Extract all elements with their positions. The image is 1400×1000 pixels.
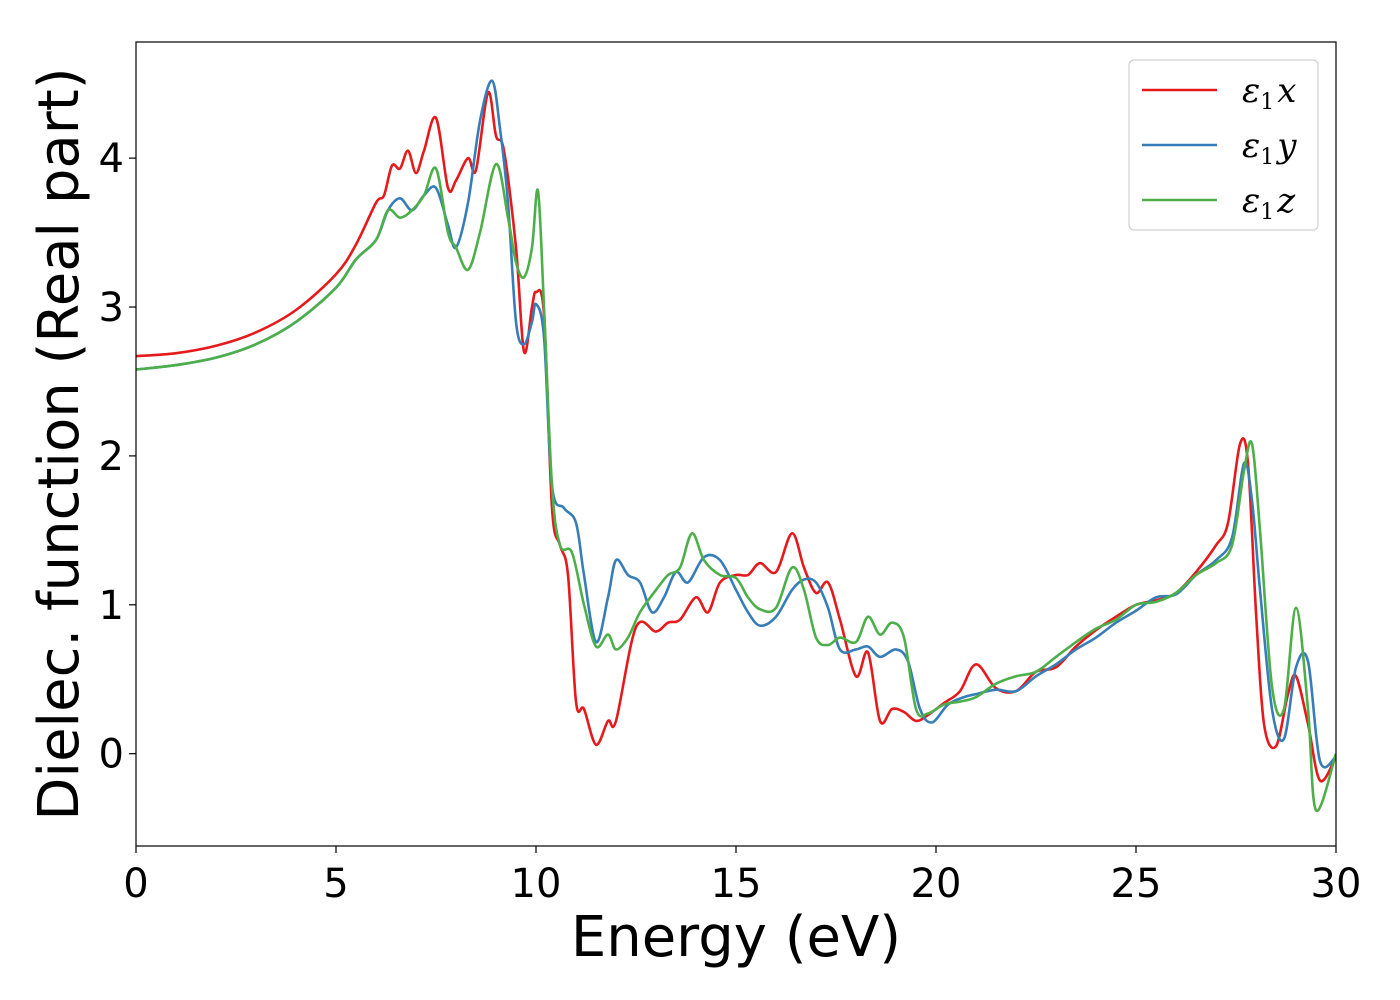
legend-variable: y (1275, 126, 1297, 166)
y-tick-label: 4 (99, 136, 124, 182)
legend-symbol: ε (1242, 71, 1260, 111)
x-axis-title: Energy (eV) (571, 905, 901, 970)
y-tick-label: 0 (99, 732, 124, 778)
legend-symbol: ε (1242, 181, 1260, 221)
x-tick-label: 0 (123, 861, 148, 907)
x-tick-label: 15 (711, 861, 762, 907)
x-tick-label: 10 (511, 861, 562, 907)
legend-box (1128, 59, 1319, 231)
legend-subscript: 1 (1260, 145, 1274, 170)
y-tick-label: 3 (99, 285, 124, 331)
legend-variable: x (1277, 71, 1296, 111)
legend-symbol: ε (1242, 126, 1260, 166)
legend-label-z: ε1z (1242, 181, 1296, 225)
x-tick-label: 25 (1111, 861, 1162, 907)
legend-subscript: 1 (1260, 200, 1274, 225)
series-line-z (136, 162, 1336, 812)
x-tick-label: 5 (323, 861, 348, 907)
y-axis-title: Dielec. function (Real part) (27, 67, 92, 820)
x-tick-label: 30 (1311, 861, 1362, 907)
axes: 0 5 10 15 20 25 30 0 1 2 3 4 (99, 41, 1362, 907)
x-tick-label: 20 (911, 861, 962, 907)
plot-area (136, 79, 1336, 812)
y-tick-label: 1 (99, 583, 124, 629)
legend-variable: z (1276, 181, 1296, 221)
legend-subscript: 1 (1260, 90, 1274, 115)
legend-label-y: ε1y (1242, 126, 1297, 170)
y-tick-label: 2 (99, 434, 124, 480)
series-line-y (136, 79, 1336, 769)
legend-label-x: ε1x (1242, 71, 1296, 115)
